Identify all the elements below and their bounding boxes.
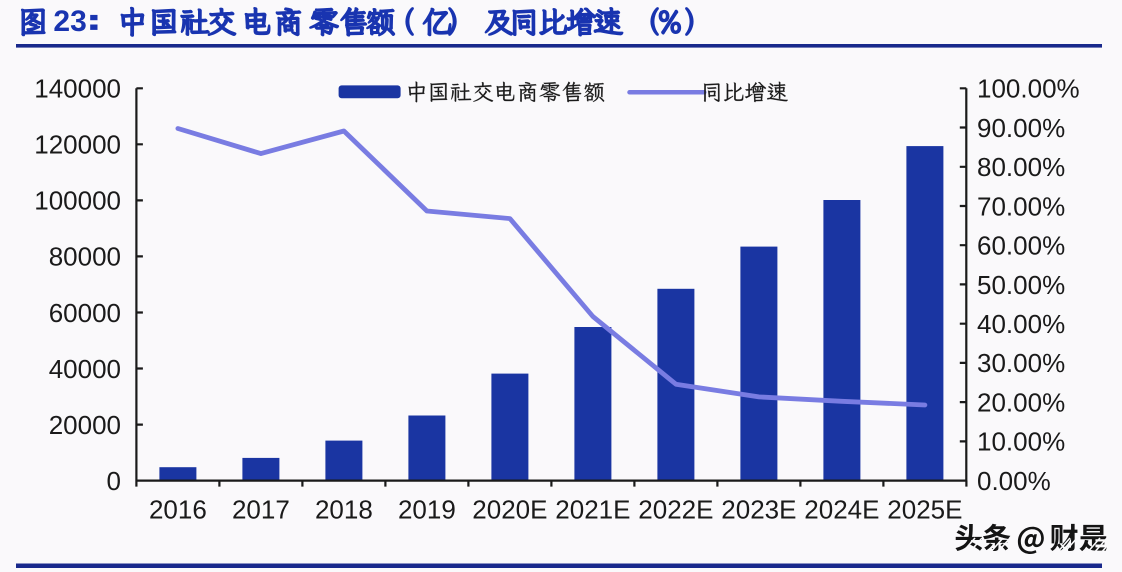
svg-text:80.00%: 80.00% xyxy=(977,152,1065,182)
svg-text:30.00%: 30.00% xyxy=(977,348,1065,378)
svg-text:60000: 60000 xyxy=(49,298,121,328)
svg-text:2018: 2018 xyxy=(315,494,373,524)
svg-text:2021E: 2021E xyxy=(555,494,630,524)
svg-text:2020E: 2020E xyxy=(472,494,547,524)
svg-text:120000: 120000 xyxy=(34,130,121,160)
svg-text:2017: 2017 xyxy=(232,494,290,524)
svg-text:100.00%: 100.00% xyxy=(977,74,1080,104)
svg-text:70.00%: 70.00% xyxy=(977,191,1065,221)
svg-text:0: 0 xyxy=(107,466,121,496)
svg-text:90.00%: 90.00% xyxy=(977,113,1065,143)
svg-text:2016: 2016 xyxy=(149,494,207,524)
svg-text:40000: 40000 xyxy=(49,354,121,384)
svg-text:20.00%: 20.00% xyxy=(977,387,1065,417)
svg-text:23: 23 xyxy=(53,5,86,38)
svg-text:140000: 140000 xyxy=(34,74,121,104)
svg-text:2025E: 2025E xyxy=(887,494,962,524)
svg-text:2019: 2019 xyxy=(398,494,456,524)
svg-text:60.00%: 60.00% xyxy=(977,231,1065,261)
svg-text:20000: 20000 xyxy=(49,410,121,440)
svg-text:40.00%: 40.00% xyxy=(977,309,1065,339)
svg-text:2023E: 2023E xyxy=(721,494,796,524)
svg-text:10.00%: 10.00% xyxy=(977,427,1065,457)
svg-text:2024E: 2024E xyxy=(804,494,879,524)
svg-text:0.00%: 0.00% xyxy=(977,466,1051,496)
svg-text:2022E: 2022E xyxy=(638,494,713,524)
svg-text:50.00%: 50.00% xyxy=(977,270,1065,300)
svg-text:100000: 100000 xyxy=(34,186,121,216)
svg-text:80000: 80000 xyxy=(49,242,121,272)
